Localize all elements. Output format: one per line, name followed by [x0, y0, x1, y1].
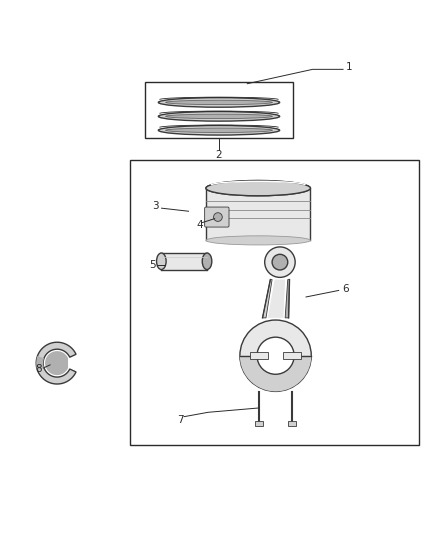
Polygon shape	[46, 352, 67, 375]
Ellipse shape	[202, 253, 212, 270]
Ellipse shape	[158, 125, 280, 135]
Ellipse shape	[158, 111, 280, 121]
Bar	[161, 253, 207, 270]
Ellipse shape	[166, 100, 272, 104]
Polygon shape	[268, 279, 285, 318]
Polygon shape	[285, 279, 290, 318]
Bar	[255, 421, 263, 426]
FancyBboxPatch shape	[205, 207, 229, 227]
Ellipse shape	[206, 181, 311, 196]
Ellipse shape	[156, 253, 166, 270]
Bar	[251, 352, 268, 359]
Circle shape	[214, 213, 222, 221]
Text: 4: 4	[196, 220, 203, 230]
Ellipse shape	[206, 181, 311, 196]
Bar	[130, 160, 419, 445]
Text: 7: 7	[177, 415, 184, 425]
Text: 3: 3	[152, 201, 159, 212]
Ellipse shape	[166, 128, 272, 133]
Circle shape	[257, 337, 294, 374]
Circle shape	[265, 247, 295, 277]
Ellipse shape	[166, 114, 272, 118]
Bar	[145, 82, 293, 138]
Polygon shape	[240, 356, 311, 391]
Circle shape	[272, 254, 288, 270]
Circle shape	[240, 320, 311, 391]
Bar	[206, 188, 311, 240]
Polygon shape	[262, 279, 272, 318]
Text: 6: 6	[342, 284, 349, 294]
Text: 5: 5	[149, 260, 156, 270]
Text: 8: 8	[35, 364, 42, 374]
Text: 1: 1	[346, 62, 353, 72]
Bar	[288, 421, 296, 426]
Text: 2: 2	[215, 150, 223, 160]
Ellipse shape	[158, 98, 280, 107]
Polygon shape	[36, 342, 76, 384]
Polygon shape	[36, 356, 44, 370]
Ellipse shape	[206, 236, 311, 245]
Bar	[283, 352, 301, 359]
